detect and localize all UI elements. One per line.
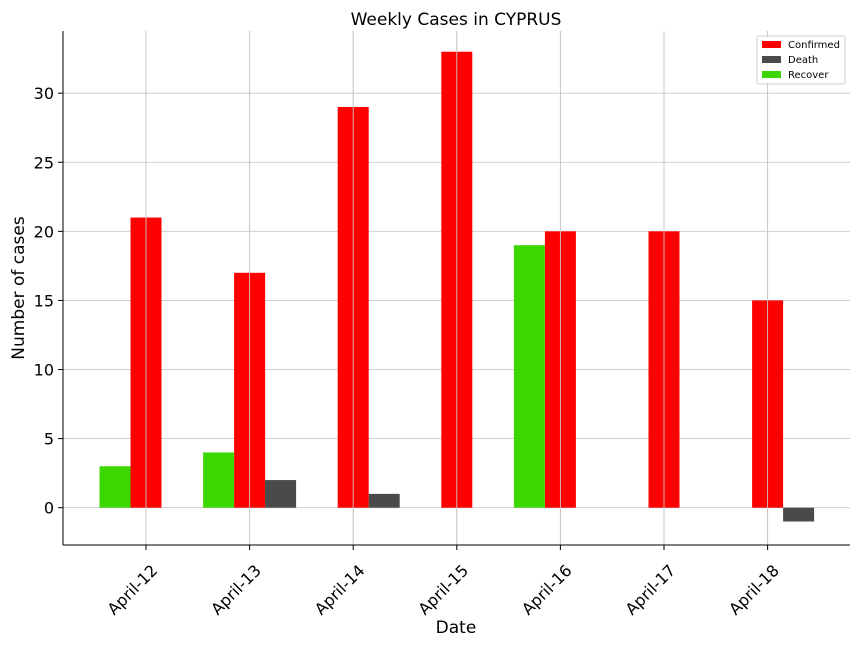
x-ticks: April-12 April-13 April-14 April-15 April-16…	[104, 545, 783, 619]
x-tick-label: April-14	[311, 561, 369, 619]
bar-death	[783, 507, 815, 522]
x-tick-label: April-13	[207, 561, 265, 619]
legend-swatch	[762, 56, 781, 63]
x-tick-label: April-18	[725, 561, 783, 619]
y-axis-label: Number of cases	[9, 216, 29, 360]
y-tick-label: 20	[34, 222, 54, 241]
chart-title: Weekly Cases in CYPRUS	[351, 10, 562, 30]
bar-recover	[99, 466, 131, 508]
y-tick-label: 25	[34, 153, 54, 172]
y-tick-label: 5	[44, 430, 54, 449]
y-tick-label: 15	[34, 291, 54, 310]
legend-label: Recover	[788, 70, 829, 81]
x-axis-label: Date	[436, 618, 477, 638]
legend-label: Confirmed	[788, 40, 840, 51]
bar-recover	[513, 245, 545, 508]
x-tick-label: April-12	[104, 561, 162, 619]
y-ticks: 0 5 10 15 20 25 30	[34, 84, 63, 518]
y-tick-label: 30	[34, 84, 54, 103]
x-tick-label: April-17	[622, 561, 680, 619]
bar-death	[265, 480, 297, 508]
x-tick-label: April-15	[414, 561, 472, 619]
legend-label: Death	[788, 55, 818, 66]
bar-recover	[203, 452, 235, 508]
legend-swatch	[762, 41, 781, 48]
y-tick-label: 10	[34, 361, 54, 380]
bars	[99, 31, 815, 545]
legend-swatch	[762, 71, 781, 78]
legend: Confirmed Death Recover	[756, 35, 846, 85]
x-tick-label: April-16	[518, 561, 576, 619]
y-tick-label: 0	[44, 499, 54, 518]
bar-death	[368, 493, 400, 508]
